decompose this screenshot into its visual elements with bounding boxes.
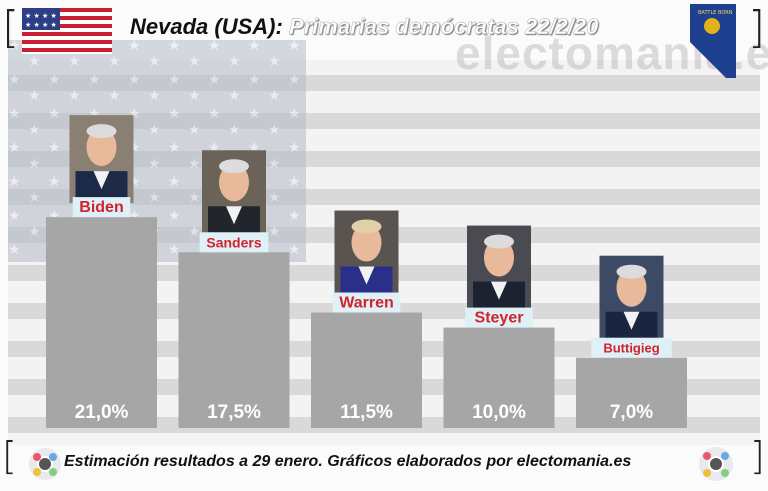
us-flag-icon: ★ ★ ★ ★ ★ ★ ★ ★ <box>22 8 112 54</box>
bar-warren <box>311 312 422 428</box>
electomania-logo-icon <box>699 447 733 481</box>
bar-sanders <box>178 252 290 428</box>
candidate-portrait-sanders <box>202 150 266 239</box>
bar-steyer <box>443 327 555 428</box>
labels-group: 21,0% Biden 17,5% Sanders 11,5% Warren 10,0% St… <box>72 197 672 423</box>
nevada-flag-icon: BATTLE BORN <box>690 4 736 78</box>
left-bracket: [ <box>2 2 20 53</box>
category-label: Buttigieg <box>603 341 659 356</box>
category-label: Biden <box>79 199 123 216</box>
candidate-portrait-warren <box>334 210 399 299</box>
candidate-portrait-biden <box>69 115 134 204</box>
candidate-portrait-buttigieg <box>599 255 664 344</box>
svg-text:★ ★ ★ ★: ★ ★ ★ ★ <box>25 12 57 20</box>
footer-caption: Estimación resultados a 29 enero. Gráfic… <box>64 453 632 470</box>
bar-biden <box>46 217 157 428</box>
value-label: 11,5% <box>340 402 393 423</box>
chart-title: Nevada (USA): Primarias demócratas 22/2/… <box>130 14 599 40</box>
name-label-bg <box>332 292 401 313</box>
title-prefix: Nevada (USA): <box>130 14 283 39</box>
candidate-portrait-steyer <box>467 225 531 314</box>
category-label: Steyer <box>475 310 524 327</box>
bar-buttigieg <box>576 357 687 428</box>
footer-left-bracket: [ <box>2 434 17 478</box>
right-bracket: ] <box>748 2 766 53</box>
title-main: Primarias demócratas 22/2/20 <box>288 14 599 39</box>
category-label: Sanders <box>206 234 261 250</box>
header: [ ] ★ ★ ★ ★ ★ ★ ★ ★ Nevada (USA): Primar… <box>0 0 768 78</box>
value-label: 7,0% <box>610 402 653 423</box>
bars-group <box>46 217 687 428</box>
category-label: Warren <box>339 295 394 312</box>
value-label: 10,0% <box>472 402 526 423</box>
name-label-bg <box>72 197 131 218</box>
name-label-bg <box>591 337 672 358</box>
electomania-logo-icon <box>29 448 61 480</box>
portraits-group <box>69 115 664 344</box>
svg-text:BATTLE BORN: BATTLE BORN <box>698 10 733 16</box>
svg-text:★ ★ ★ ★: ★ ★ ★ ★ <box>25 21 57 29</box>
footer-right-bracket: ] <box>750 434 765 478</box>
value-label: 17,5% <box>207 402 261 423</box>
name-label-bg <box>199 232 269 253</box>
value-label: 21,0% <box>75 402 129 423</box>
name-label-bg <box>465 307 533 328</box>
